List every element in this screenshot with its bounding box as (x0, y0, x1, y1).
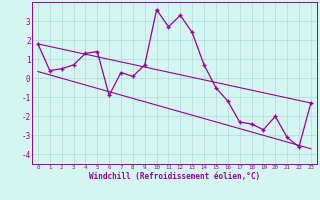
X-axis label: Windchill (Refroidissement éolien,°C): Windchill (Refroidissement éolien,°C) (89, 172, 260, 181)
